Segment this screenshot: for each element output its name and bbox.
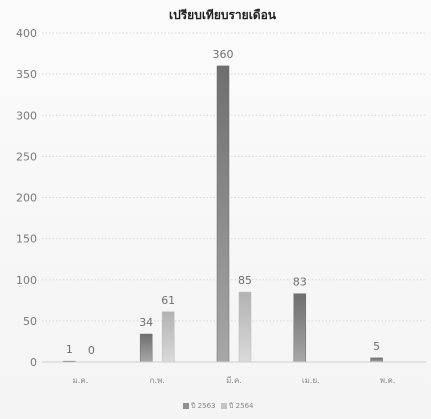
bar-1-1 <box>161 311 175 363</box>
chart-title: เปรียบเทียบรายเดือน <box>169 8 277 22</box>
data-label-0-0: 1 <box>66 343 73 356</box>
y-tick-label-200: 200 <box>16 192 37 205</box>
data-label-1-2: 85 <box>238 274 252 287</box>
y-tick-label-100: 100 <box>16 274 37 287</box>
data-label-0-3: 83 <box>293 276 307 289</box>
data-label-0-1: 34 <box>139 316 153 329</box>
x-tick-label-1: ก.พ. <box>150 376 165 385</box>
y-tick-label-300: 300 <box>16 109 37 122</box>
bar-0-3 <box>293 293 307 363</box>
y-tick-label-0: 0 <box>30 356 37 369</box>
y-tick-label-400: 400 <box>16 27 37 40</box>
data-label-0-2: 360 <box>213 48 234 61</box>
labels-layer: 1 0 34 61 360 85 83 5 <box>66 48 380 357</box>
grid-layer <box>42 32 426 363</box>
x-tick-label-2: มี.ค. <box>226 376 242 385</box>
bar-0-1 <box>139 333 153 363</box>
y-tick-label-250: 250 <box>16 150 37 163</box>
bar-0-4 <box>370 357 383 363</box>
y-tick-label-150: 150 <box>16 233 37 246</box>
legend: ปี 2563 ปี 2564 <box>183 402 254 410</box>
legend-label-0: ปี 2563 <box>191 402 216 410</box>
legend-swatch-1 <box>221 403 227 409</box>
legend-swatch-0 <box>183 403 189 409</box>
data-label-1-0: 0 <box>88 344 95 357</box>
y-tick-label-50: 50 <box>23 315 37 328</box>
y-tick-label-350: 350 <box>16 68 37 81</box>
data-label-1-1: 61 <box>161 294 175 307</box>
legend-label-1: ปี 2564 <box>229 402 254 410</box>
bar-0-2 <box>216 65 230 363</box>
data-label-0-4: 5 <box>373 340 380 353</box>
x-tick-label-4: พ.ค. <box>380 376 396 385</box>
x-tick-label-3: เม.ย. <box>302 376 320 385</box>
bar-1-2 <box>238 291 252 363</box>
bars-layer <box>63 65 383 363</box>
x-tick-label-0: ม.ค. <box>73 376 89 385</box>
